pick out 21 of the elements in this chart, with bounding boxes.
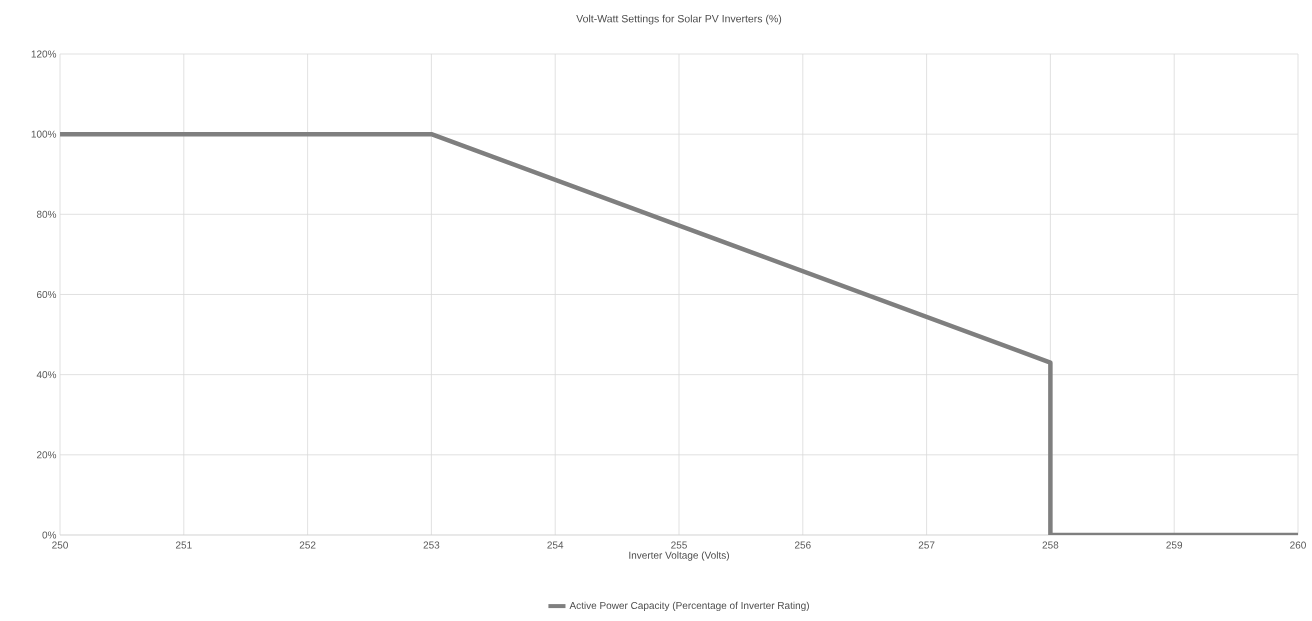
x-tick-label: 252 [299, 541, 316, 549]
x-tick-label: 253 [423, 541, 440, 549]
x-axis-title: Inverter Voltage (Volts) [629, 551, 729, 561]
chart-title: Volt-Watt Settings for Solar PV Inverters (%) [576, 14, 782, 25]
legend-label: Active Power Capacity (Percentage of Inverter Rating) [569, 601, 809, 612]
x-tick-label: 259 [1166, 541, 1183, 549]
x-tick-label: 250 [52, 541, 68, 549]
x-tick-label: 256 [794, 541, 811, 549]
y-tick-label: 0% [42, 531, 57, 539]
y-tick-label: 80% [36, 210, 57, 218]
x-tick-label: 254 [547, 541, 564, 549]
x-tick-label: 255 [671, 541, 687, 549]
y-tick-label: 40% [36, 371, 57, 379]
x-tick-label: 251 [175, 541, 192, 549]
x-tick-label: 257 [918, 541, 935, 549]
x-tick-label: 258 [1042, 541, 1059, 549]
y-tick-label: 20% [36, 451, 57, 459]
x-tick-label: 260 [1290, 541, 1306, 549]
y-tick-label: 100% [31, 130, 57, 138]
y-tick-label: 60% [36, 290, 57, 299]
y-tick-label: 120% [31, 50, 57, 58]
